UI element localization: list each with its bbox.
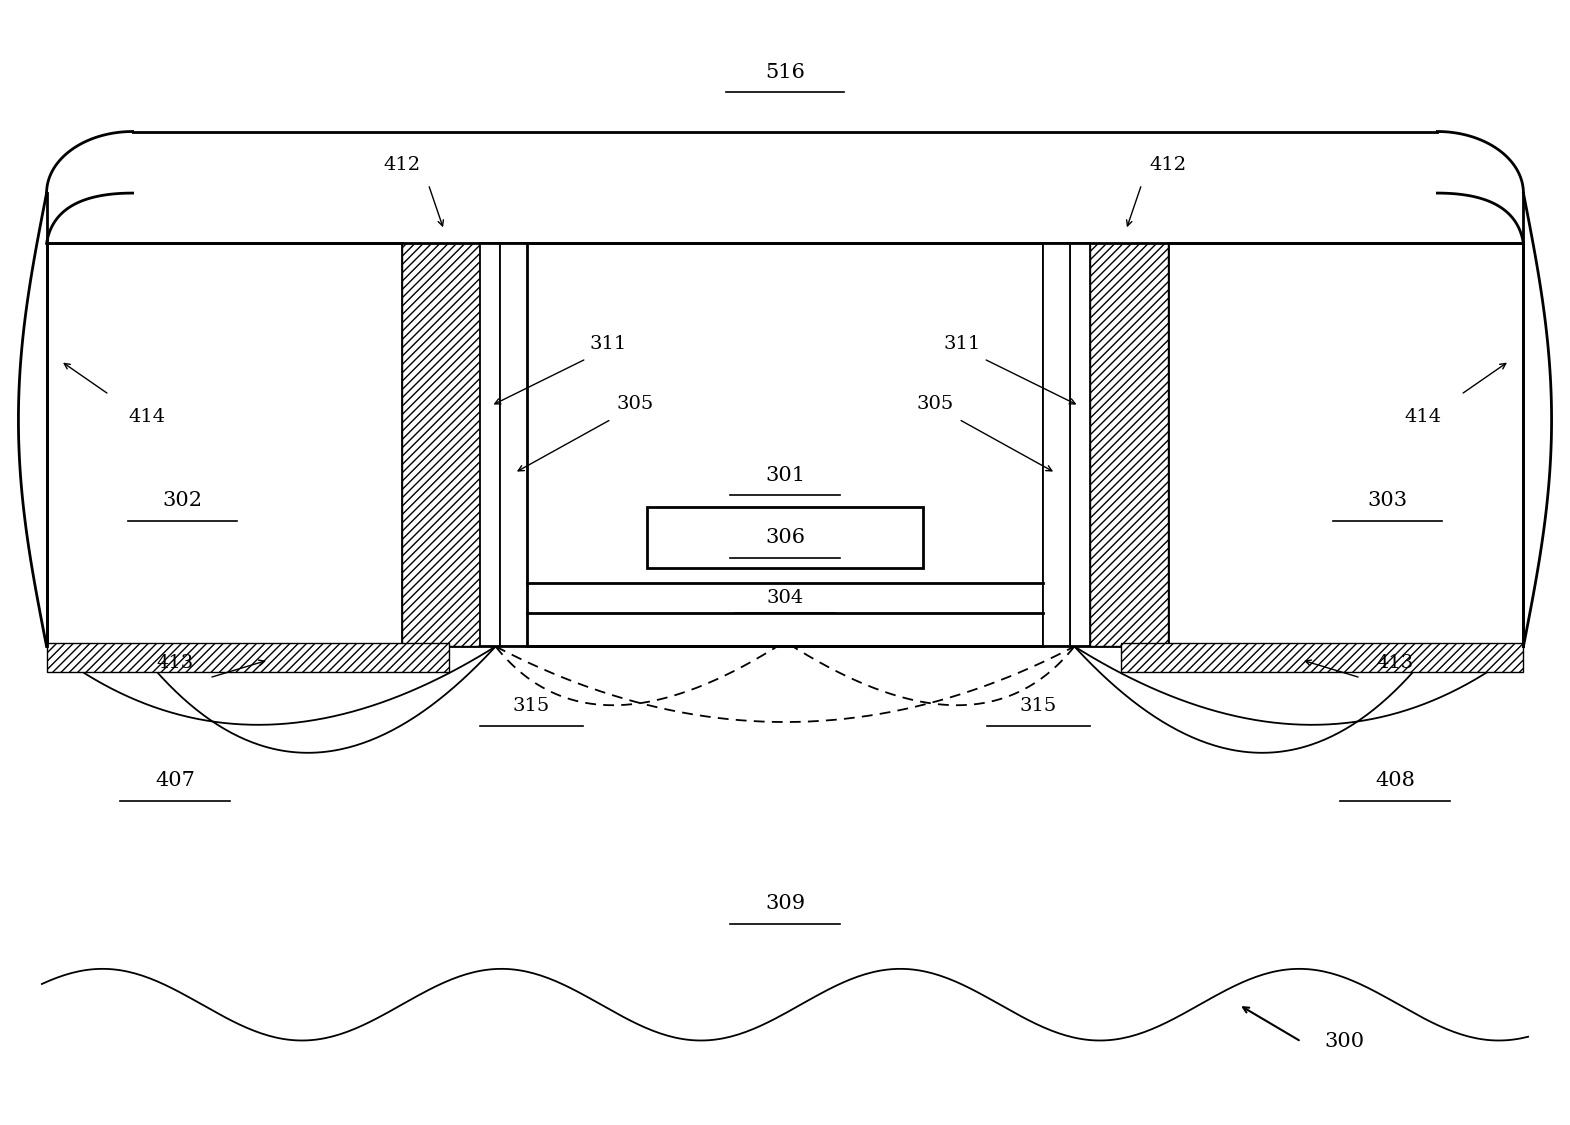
Text: 413: 413: [1377, 655, 1413, 673]
Bar: [501, 243, 528, 647]
Text: 414: 414: [129, 408, 165, 426]
Text: 315: 315: [1020, 696, 1057, 714]
Bar: [528, 243, 1042, 647]
Text: 311: 311: [589, 335, 626, 353]
Text: 309: 309: [765, 894, 805, 914]
Text: 311: 311: [944, 335, 981, 353]
Polygon shape: [42, 647, 1528, 1041]
Text: 305: 305: [917, 395, 955, 413]
Bar: [1090, 243, 1168, 647]
Text: 301: 301: [765, 466, 805, 485]
Bar: [1121, 644, 1523, 673]
Bar: [647, 506, 923, 568]
Bar: [1069, 243, 1090, 647]
Text: 516: 516: [765, 63, 805, 82]
Text: 306: 306: [765, 529, 805, 548]
Text: 412: 412: [383, 156, 421, 174]
Text: 304: 304: [766, 588, 804, 606]
Text: 414: 414: [1405, 408, 1441, 426]
Text: 300: 300: [1325, 1032, 1364, 1051]
Text: 408: 408: [1375, 772, 1415, 790]
Bar: [1042, 243, 1069, 647]
Bar: [480, 243, 501, 647]
Bar: [47, 644, 449, 673]
Text: 302: 302: [163, 492, 203, 511]
Bar: [402, 243, 480, 647]
Text: 407: 407: [155, 772, 195, 790]
Bar: [1168, 243, 1523, 647]
Text: 412: 412: [1149, 156, 1187, 174]
Bar: [47, 243, 402, 647]
Text: 315: 315: [513, 696, 549, 714]
Text: 413: 413: [157, 655, 193, 673]
Text: 303: 303: [1367, 492, 1407, 511]
Text: 305: 305: [615, 395, 653, 413]
